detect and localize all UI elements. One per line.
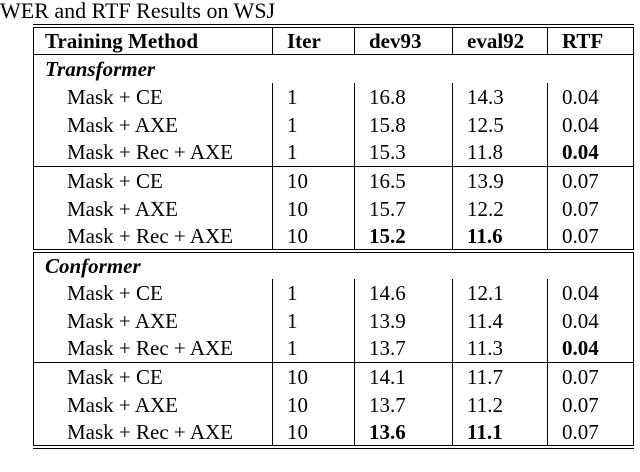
data-cell: 14.6 [354, 278, 453, 307]
data-cell: 11.6 [452, 222, 548, 253]
data-cell: 12.2 [452, 194, 548, 223]
data-cell: 13.9 [354, 306, 453, 335]
data-cell: Mask + CE [33, 82, 273, 111]
data-cell: 11.1 [452, 418, 548, 447]
data-cell: 0.07 [547, 166, 634, 195]
data-cell: 15.8 [354, 110, 453, 139]
data-cell: 10 [272, 418, 355, 447]
data-cell: Mask + AXE [33, 390, 273, 419]
data-cell: Mask + CE [33, 278, 273, 307]
data-cell: 0.04 [547, 306, 634, 335]
data-cell: 0.07 [547, 194, 634, 223]
data-cell: 1 [272, 334, 355, 363]
data-cell: 10 [272, 362, 355, 391]
data-row: Mask + Rec + AXE 10 13.6 11.1 0.07 [33, 418, 634, 447]
data-cell: 14.3 [452, 82, 548, 111]
data-cell: 0.04 [547, 278, 634, 307]
data-cell: 13.7 [354, 334, 453, 363]
data-row: Mask + CE 1 14.6 12.1 0.04 [33, 278, 634, 307]
data-cell: 16.5 [354, 166, 453, 195]
bold-cell-text: 13.6 [369, 419, 406, 444]
data-cell: Mask + CE [33, 166, 273, 195]
section-title: Conformer [33, 250, 634, 279]
data-cell: 12.5 [452, 110, 548, 139]
data-cell: 0.04 [547, 82, 634, 111]
data-cell: 0.07 [547, 222, 634, 253]
header-cell: dev93 [354, 26, 453, 55]
data-row: Mask + AXE 1 13.9 11.4 0.04 [33, 306, 634, 335]
data-cell: 0.04 [547, 334, 634, 363]
header-cell: RTF [547, 26, 634, 55]
data-cell: Mask + Rec + AXE [33, 334, 273, 363]
data-cell: 11.2 [452, 390, 548, 419]
data-cell: 10 [272, 390, 355, 419]
data-cell: 11.3 [452, 334, 548, 363]
data-row: Mask + Rec + AXE 1 13.7 11.3 0.04 [33, 334, 634, 363]
data-cell: 0.07 [547, 362, 634, 391]
data-row: Mask + Rec + AXE 1 15.3 11.8 0.04 [33, 138, 634, 167]
header-cell: Iter [272, 26, 355, 55]
data-row: Mask + Rec + AXE 10 15.2 11.6 0.07 [33, 222, 634, 253]
data-cell: 16.8 [354, 82, 453, 111]
bold-cell-text: 11.6 [467, 223, 503, 248]
data-cell: 13.7 [354, 390, 453, 419]
data-row: Mask + CE 10 14.1 11.7 0.07 [33, 362, 634, 391]
data-cell: Mask + Rec + AXE [33, 222, 273, 253]
results-table: Training Method Iter dev93 eval92 RTF Transfo… [33, 24, 634, 449]
data-cell: 10 [272, 222, 355, 253]
data-cell: 13.6 [354, 418, 453, 447]
data-cell: 0.04 [547, 138, 634, 167]
bold-cell-text: 15.2 [369, 223, 406, 248]
data-cell: Mask + CE [33, 362, 273, 391]
data-cell: 15.2 [354, 222, 453, 253]
data-row: Mask + AXE 1 15.8 12.5 0.04 [33, 110, 634, 139]
data-cell: Mask + AXE [33, 110, 273, 139]
header-cell: Training Method [33, 26, 273, 55]
data-cell: 11.7 [452, 362, 548, 391]
data-cell: 15.7 [354, 194, 453, 223]
data-cell: 15.3 [354, 138, 453, 167]
section-row: Conformer [33, 250, 634, 279]
data-cell: Mask + AXE [33, 194, 273, 223]
data-cell: 1 [272, 278, 355, 307]
data-cell: 10 [272, 166, 355, 195]
data-cell: 1 [272, 110, 355, 139]
table-caption: WER and RTF Results on WSJ [0, 0, 276, 23]
data-cell: 1 [272, 138, 355, 167]
header-row: Training Method Iter dev93 eval92 RTF [33, 26, 634, 55]
data-cell: 0.07 [547, 418, 634, 447]
data-row: Mask + CE 1 16.8 14.3 0.04 [33, 82, 634, 111]
data-cell: Mask + Rec + AXE [33, 418, 273, 447]
data-row: Mask + CE 10 16.5 13.9 0.07 [33, 166, 634, 195]
data-cell: Mask + AXE [33, 306, 273, 335]
data-cell: Mask + Rec + AXE [33, 138, 273, 167]
data-cell: 12.1 [452, 278, 548, 307]
header-cell: eval92 [452, 26, 548, 55]
data-cell: 0.07 [547, 390, 634, 419]
data-cell: 10 [272, 194, 355, 223]
data-cell: 1 [272, 306, 355, 335]
table-body: Training Method Iter dev93 eval92 RTF Transfo… [33, 26, 634, 447]
bold-cell-text: 0.04 [562, 140, 599, 165]
data-cell: 14.1 [354, 362, 453, 391]
data-row: Mask + AXE 10 13.7 11.2 0.07 [33, 390, 634, 419]
section-row: Transformer [33, 54, 634, 83]
data-cell: 0.04 [547, 110, 634, 139]
data-cell: 11.4 [452, 306, 548, 335]
data-cell: 1 [272, 82, 355, 111]
bold-cell-text: 11.1 [467, 419, 503, 444]
data-cell: 13.9 [452, 166, 548, 195]
data-cell: 11.8 [452, 138, 548, 167]
section-title: Transformer [33, 54, 634, 83]
data-row: Mask + AXE 10 15.7 12.2 0.07 [33, 194, 634, 223]
bold-cell-text: 0.04 [562, 336, 599, 361]
